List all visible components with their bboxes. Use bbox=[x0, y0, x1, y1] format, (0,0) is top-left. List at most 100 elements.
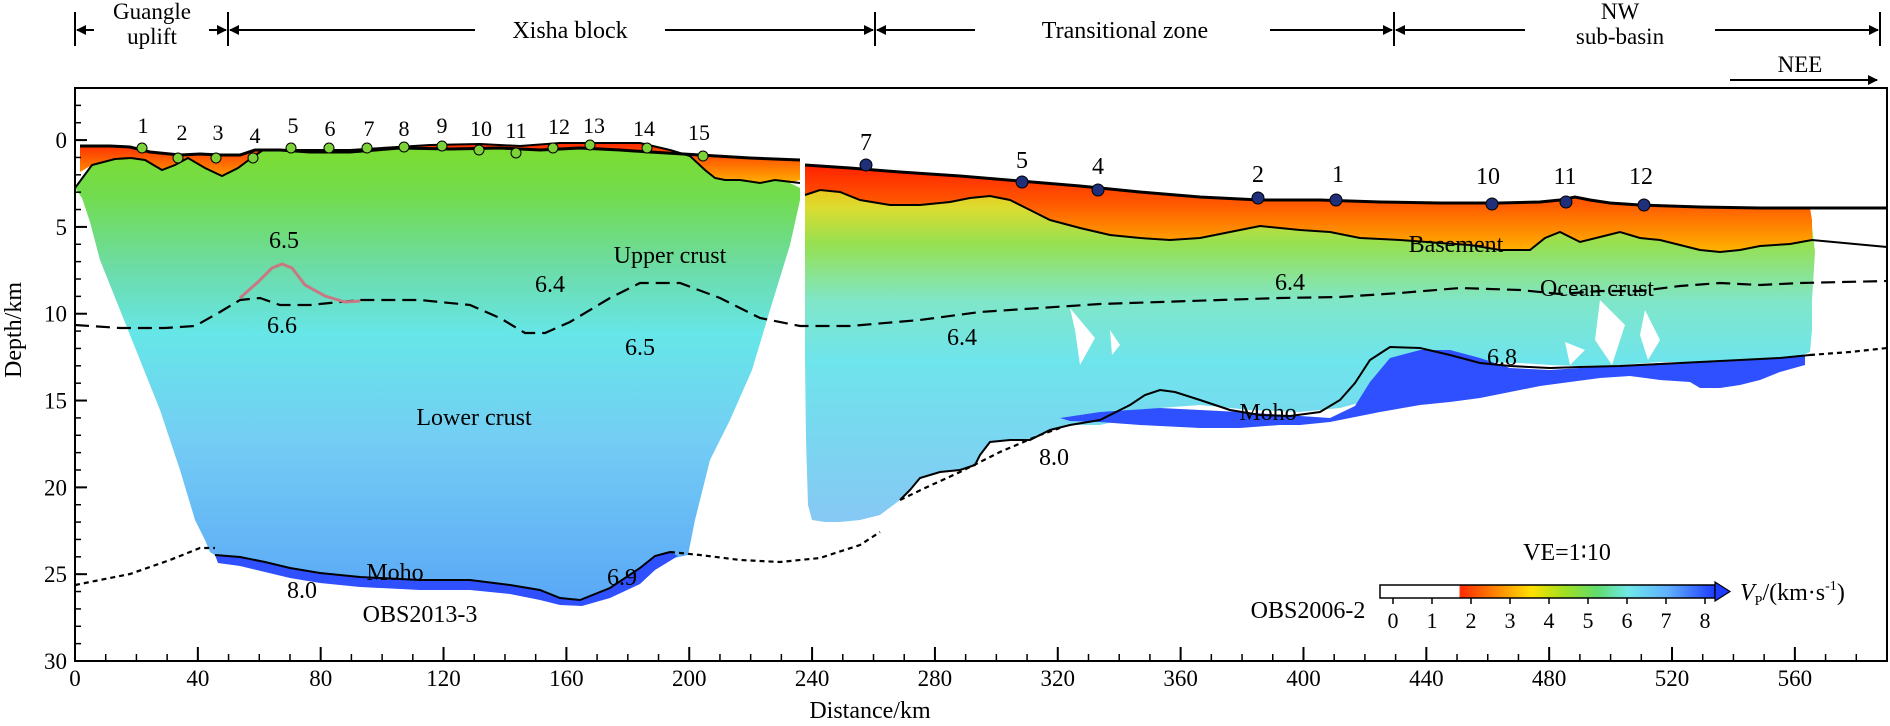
obs2013-label: 2 bbox=[177, 120, 188, 145]
basement-left bbox=[74, 142, 801, 189]
obs2013-station bbox=[285, 142, 297, 154]
x-axis-label: Distance/km bbox=[809, 698, 931, 721]
y-tick-label: 25 bbox=[44, 562, 67, 587]
unit-v: V bbox=[1740, 580, 1757, 606]
colorbar-tick-label: 2 bbox=[1466, 608, 1477, 633]
y-axis: 0 5 10 15 20 25 30 bbox=[44, 87, 87, 674]
zone-label-transitional: Transitional zone bbox=[1042, 18, 1208, 44]
velocity-label: 8.0 bbox=[1039, 445, 1069, 471]
unit-close: ) bbox=[1837, 580, 1845, 606]
zone-label-xisha: Xisha block bbox=[512, 18, 627, 44]
x-tick-label: 360 bbox=[1163, 666, 1198, 691]
obs2013-station bbox=[323, 142, 335, 154]
colorbar-tick-labels: 0 1 2 3 4 5 6 7 8 bbox=[1388, 608, 1711, 633]
colorbar-gradient bbox=[1379, 584, 1716, 599]
right-coverage-gap bbox=[1565, 342, 1585, 365]
obs2013-station bbox=[697, 150, 709, 162]
x-axis: 0 40 80 120 160 200 240 280 320 360 400 440 480 520 56… bbox=[69, 647, 1888, 691]
right-crust-body bbox=[805, 165, 1815, 522]
obs2006-station bbox=[1559, 195, 1573, 209]
y-tick-label: 15 bbox=[44, 389, 67, 414]
obs2013-label: 11 bbox=[505, 118, 526, 143]
obs2006-label: 7 bbox=[860, 130, 872, 156]
x-tick-label: 480 bbox=[1532, 666, 1567, 691]
obs2013-label: 6 bbox=[325, 116, 336, 141]
right-coverage-gap bbox=[1595, 300, 1625, 365]
zone-header: Guangle uplift Xisha block Transitional … bbox=[74, 0, 1881, 85]
colorbar-tick-label: 6 bbox=[1622, 608, 1633, 633]
x-tick-label: 160 bbox=[549, 666, 584, 691]
velocity-label: 6.5 bbox=[269, 228, 299, 254]
ocean-crust-label: Ocean crust bbox=[1540, 276, 1654, 302]
obs2013-label: 10 bbox=[470, 116, 492, 141]
zone-label-nw-2: sub-basin bbox=[1576, 24, 1665, 49]
obs2006-station bbox=[859, 158, 873, 172]
direction-label: NEE bbox=[1778, 52, 1823, 77]
x-tick-label: 120 bbox=[426, 666, 461, 691]
moho-right-label: Moho bbox=[1239, 400, 1296, 426]
velocity-label: 6.4 bbox=[1275, 270, 1305, 296]
velocity-label: 6.4 bbox=[947, 325, 977, 351]
upper-crust-label: Upper crust bbox=[614, 243, 727, 269]
obs2006-label: 4 bbox=[1092, 154, 1104, 180]
obs2013-label: 7 bbox=[364, 116, 375, 141]
velocity-label: 8.0 bbox=[287, 578, 317, 604]
station-labels-2013: 1 2 3 4 5 6 7 8 9 10 11 12 13 14 15 bbox=[138, 113, 711, 148]
vertical-exaggeration: VE=1∶10 bbox=[1523, 540, 1611, 566]
obs2013-station bbox=[398, 141, 410, 153]
obs2006-label: 11 bbox=[1553, 164, 1576, 190]
unit-sup: -1 bbox=[1825, 579, 1837, 594]
x-tick-label: 560 bbox=[1778, 666, 1813, 691]
stations-2013 bbox=[136, 139, 709, 164]
obs2013-station bbox=[247, 152, 259, 164]
x-tick-label: 400 bbox=[1286, 666, 1321, 691]
obs2006-station bbox=[1637, 198, 1651, 212]
obs2006-station bbox=[1251, 191, 1265, 205]
colorbar-tick-label: 4 bbox=[1544, 608, 1555, 633]
plot-frame bbox=[74, 87, 1888, 662]
obs2013-label: 13 bbox=[583, 113, 605, 138]
colorbar-tick-label: 5 bbox=[1583, 608, 1594, 633]
obs2013-label: 15 bbox=[688, 120, 710, 145]
unit-sub: P bbox=[1755, 594, 1763, 609]
obs2006-label: 5 bbox=[1016, 148, 1028, 174]
colorbar: VE=1∶10 0 1 2 3 4 5 6 bbox=[1379, 540, 1845, 633]
right-mantle-blue bbox=[1060, 350, 1805, 428]
unit-suffix: /(km·s bbox=[1762, 580, 1825, 606]
profile-label-2006: OBS2006-2 bbox=[1251, 598, 1366, 624]
obs2013-label: 14 bbox=[633, 116, 655, 141]
moho-left bbox=[214, 551, 671, 602]
lower-crust-label: Lower crust bbox=[416, 405, 532, 431]
obs2006-station bbox=[1485, 197, 1499, 211]
moho-right bbox=[899, 345, 1811, 501]
right-coverage-gap bbox=[1070, 308, 1095, 365]
colorbar-tick-label: 7 bbox=[1661, 608, 1672, 633]
x-tick-label: 0 bbox=[69, 666, 81, 691]
obs2013-station bbox=[510, 147, 522, 159]
obs2006-label: 1 bbox=[1332, 162, 1344, 188]
obs2013-station bbox=[473, 144, 485, 156]
x-tick-label: 280 bbox=[918, 666, 953, 691]
obs2013-label: 12 bbox=[548, 114, 570, 139]
layer-labels: Upper crust Lower crust Moho Moho Baseme… bbox=[267, 228, 1654, 628]
obs2006-label: 10 bbox=[1476, 164, 1500, 190]
right-coverage-gap bbox=[1110, 330, 1120, 355]
obs2013-station bbox=[361, 142, 373, 154]
obs2006-station bbox=[1015, 175, 1029, 189]
right-coverage-gap bbox=[1640, 310, 1660, 360]
obs2013-label: 4 bbox=[250, 123, 261, 148]
right-sediment bbox=[805, 165, 1812, 252]
y-tick-label: 20 bbox=[44, 475, 67, 500]
y-tick-label: 5 bbox=[56, 215, 68, 240]
zone-label-nw-1: NW bbox=[1601, 0, 1640, 24]
obs2013-station bbox=[172, 152, 184, 164]
obs2013-label: 5 bbox=[288, 113, 299, 138]
x-tick-label: 520 bbox=[1655, 666, 1690, 691]
velocity-label: 6.9 bbox=[607, 565, 637, 591]
velocity-label: 6.6 bbox=[267, 313, 297, 339]
x-tick-label: 320 bbox=[1041, 666, 1076, 691]
zone-label-guangle-2: uplift bbox=[127, 24, 177, 49]
obs2013-label: 1 bbox=[138, 113, 149, 138]
